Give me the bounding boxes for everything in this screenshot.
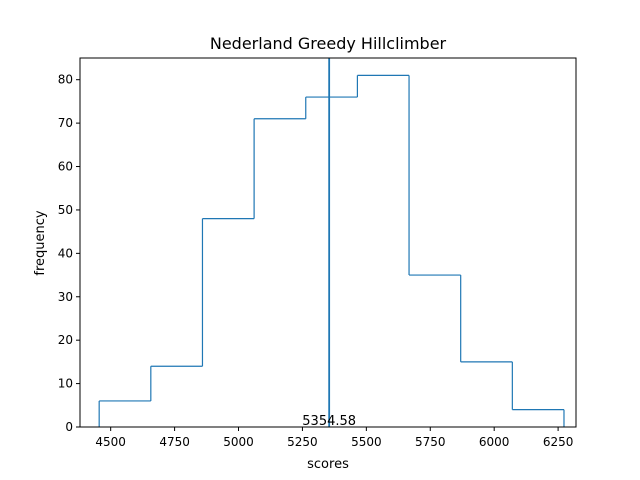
x-tick-label: 5000 — [223, 435, 254, 449]
y-tick-label: 10 — [58, 377, 73, 391]
y-tick-label: 40 — [58, 246, 73, 260]
x-axis-label: scores — [307, 457, 349, 472]
y-tick-label: 30 — [58, 290, 73, 304]
y-axis-label: frequency — [33, 210, 48, 276]
x-tick-label: 5500 — [351, 435, 382, 449]
mean-line-label: 5354.58 — [302, 414, 356, 429]
x-tick-label: 5250 — [287, 435, 318, 449]
plot-area: 5354.58 4500 4750 5000 5250 5500 5750 6000 6250 0… — [58, 57, 577, 449]
x-tick-label: 4750 — [159, 435, 190, 449]
y-tick-label: 70 — [58, 116, 73, 130]
y-tick-label: 50 — [58, 203, 73, 217]
x-tick-label: 4500 — [95, 435, 126, 449]
y-tick-label: 20 — [58, 333, 73, 347]
axes-frame — [79, 57, 577, 428]
chart-title: Nederland Greedy Hillclimber — [210, 34, 447, 53]
y-tick-label: 60 — [58, 160, 73, 174]
x-tick-label: 6000 — [479, 435, 510, 449]
x-tick-label: 6250 — [543, 435, 574, 449]
x-tick-label: 5750 — [415, 435, 446, 449]
y-tick-label: 0 — [65, 420, 73, 434]
y-tick-label: 80 — [58, 73, 73, 87]
